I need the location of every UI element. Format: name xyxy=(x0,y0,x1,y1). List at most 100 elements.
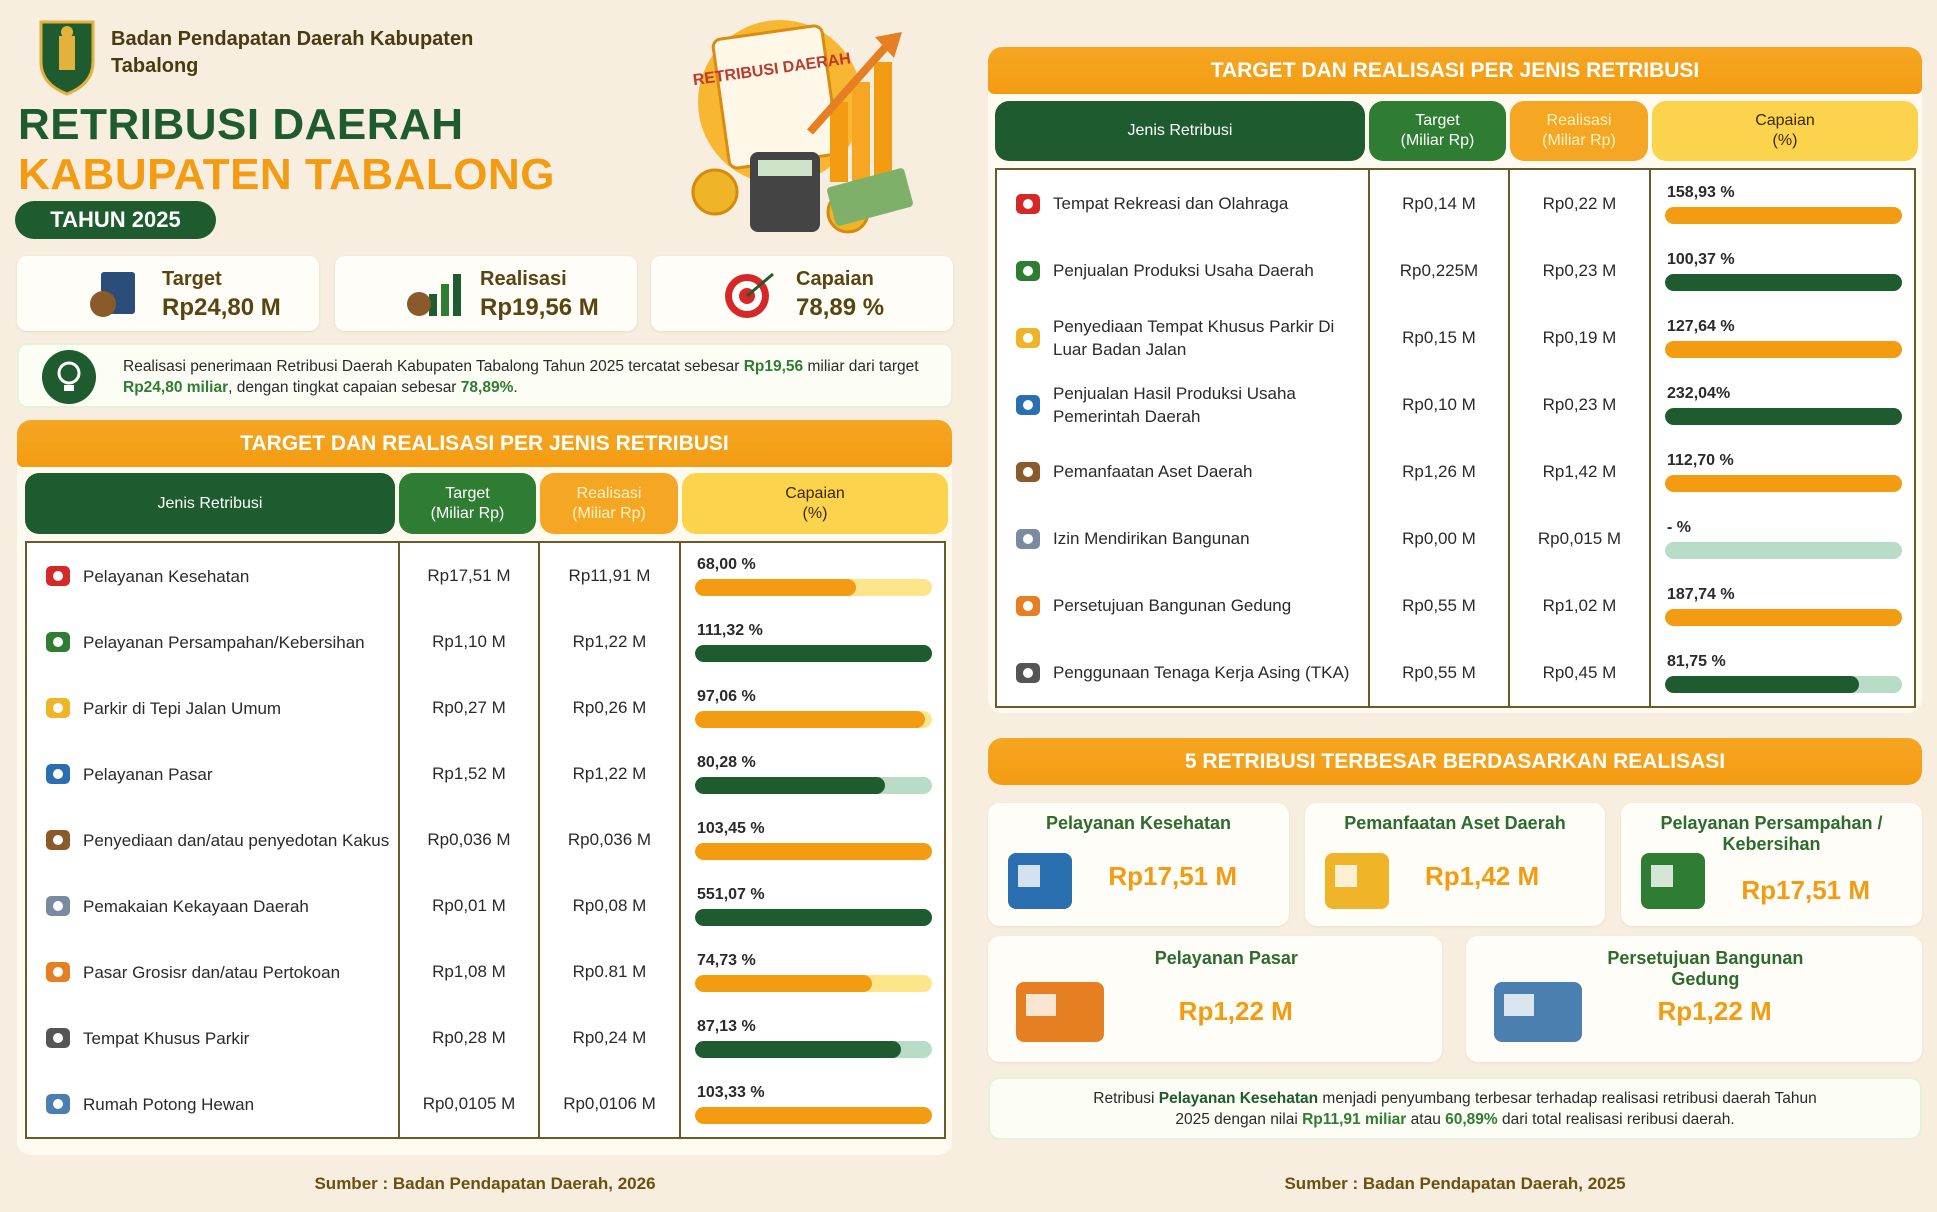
target: Rp1,52 M xyxy=(400,741,540,807)
table-title: TARGET DAN REALISASI PER JENIS RETRIBUSI xyxy=(17,420,952,467)
illustration: RETRIBUSI DAERAH xyxy=(691,20,913,234)
target: Rp0,15 M xyxy=(1370,304,1510,371)
name-cell: Penyediaan dan/atau penyedotan Kakus xyxy=(27,807,400,873)
row-icon xyxy=(43,1023,73,1053)
target: Rp0,28 M xyxy=(400,1005,540,1071)
icon xyxy=(407,274,461,316)
capaian-label: 103,45 % xyxy=(697,820,765,837)
bar-track xyxy=(1665,541,1902,559)
header-cell: Target (Miliar Rp) xyxy=(399,473,536,534)
capaian-cell: - % xyxy=(1651,505,1914,572)
top5-icon xyxy=(1488,972,1588,1053)
bar-track xyxy=(695,1041,932,1058)
bar-track xyxy=(1665,340,1902,358)
source: Sumber : Badan Pendapatan Daerah, 2026 xyxy=(314,1174,656,1193)
row-icon xyxy=(43,825,73,855)
row-name: Penggunaan Tenaga Kerja Asing (TKA) xyxy=(1053,663,1350,682)
capaian-cell: 232,04% xyxy=(1651,371,1914,438)
top5-icon xyxy=(1635,843,1711,922)
name-cell: Penjualan Hasil Produksi Usaha Pemerinta… xyxy=(997,371,1370,438)
target: Rp1,08 M xyxy=(400,939,540,1005)
summary-highlight: Rp19,56 xyxy=(743,358,804,375)
top5-icon xyxy=(1002,843,1078,922)
table-body: Tempat Rekreasi dan Olahraga Rp0,14 M Rp0,… xyxy=(995,168,1916,708)
header-cell: Realisasi (Miliar Rp) xyxy=(1510,101,1648,161)
bar xyxy=(1665,474,1902,492)
top5-icon xyxy=(1010,972,1110,1053)
row-name: Pelayanan Persampahan/Kebersihan xyxy=(83,632,365,652)
top5-name: Persetujuan Bangunan Gedung xyxy=(1607,948,1804,989)
title-line2: KABUPATEN TABALONG xyxy=(18,150,555,199)
note-highlight: Rp11,91 miliar xyxy=(1302,1111,1407,1128)
target: Rp0,225M xyxy=(1370,237,1510,304)
row-name: Rumah Potong Hewan xyxy=(83,1094,255,1114)
capaian-label: 112,70 % xyxy=(1667,451,1734,469)
bar xyxy=(695,579,857,596)
table-row: Penggunaan Tenaga Kerja Asing (TKA) Rp0,5… xyxy=(997,639,1914,706)
top5-card: Pelayanan Kesehatan Rp17,51 M xyxy=(988,803,1289,926)
row-name: Penyediaan dan/atau penyedotan Kakus xyxy=(83,830,390,850)
top5-title: 5 RETRIBUSI TERBESAR BERDASARKAN REALISA… xyxy=(988,738,1922,785)
note-text: Retribusi xyxy=(1093,1090,1159,1107)
row-icon xyxy=(43,1089,73,1119)
realisasi: Rp0,036 M xyxy=(540,807,681,873)
row-icon xyxy=(43,957,73,987)
bar-track xyxy=(695,1107,932,1124)
table-row: Parkir di Tepi Jalan Umum Rp0,27 M Rp0,26 … xyxy=(27,675,944,741)
realisasi: Rp0,22 M xyxy=(1510,170,1651,237)
capaian-cell: 80,28 % xyxy=(681,741,944,807)
table-row: Pelayanan Kesehatan Rp17,51 M Rp11,91 M 68,… xyxy=(27,543,944,609)
table-row: Izin Mendirikan Bangunan Rp0,00 M Rp0,015 … xyxy=(997,505,1914,572)
logo xyxy=(39,20,95,96)
capaian-label: 74,73 % xyxy=(697,952,756,969)
top5-icon xyxy=(1319,843,1395,922)
agency: Badan Pendapatan Daerah Kabupaten Tabalo… xyxy=(111,28,474,77)
capaian-label: 81,75 % xyxy=(1667,652,1726,670)
kpi-value: Rp24,80 M xyxy=(162,294,281,321)
realisasi: Rp0.81 M xyxy=(540,939,681,1005)
note: Retribusi Pelayanan Kesehatan menjadi pe… xyxy=(988,1077,1922,1140)
row-icon xyxy=(1013,390,1043,420)
target: Rp0,55 M xyxy=(1370,572,1510,639)
table-row: Tempat Rekreasi dan Olahraga Rp0,14 M Rp0,… xyxy=(997,170,1914,237)
name-cell: Persetujuan Bangunan Gedung xyxy=(997,572,1370,639)
top5-card: Pelayanan Pasar Rp1,22 M xyxy=(988,936,1442,1062)
target: Rp0,55 M xyxy=(1370,639,1510,706)
bar xyxy=(695,975,873,992)
capaian-label: 68,00 % xyxy=(697,556,756,573)
table-row: Pasar Grosisr dan/atau Pertokoan Rp1,08 M… xyxy=(27,939,944,1005)
capaian-label: 80,28 % xyxy=(697,754,756,771)
header-cell: Jenis Retribusi xyxy=(25,473,395,534)
row-name: Parkir di Tepi Jalan Umum xyxy=(83,698,282,718)
table-row: Penyediaan Tempat Khusus Parkir Di Luar … xyxy=(997,304,1914,371)
kpi-label: Target xyxy=(162,268,222,290)
bar-track xyxy=(695,843,932,860)
top5-value: Rp17,51 M xyxy=(1108,861,1237,891)
name-cell: Penjualan Produksi Usaha Daerah xyxy=(997,237,1370,304)
target: Rp0,036 M xyxy=(400,807,540,873)
capaian-label: 103,33 % xyxy=(697,1084,765,1101)
capaian-cell: 127,64 % xyxy=(1651,304,1914,371)
name-cell: Pemanfaatan Aset Daerah xyxy=(997,438,1370,505)
top5-name: Pelayanan Pasar xyxy=(1154,948,1298,968)
title-line1: RETRIBUSI DAERAH xyxy=(18,100,464,149)
table-row: Pemakaian Kekayaan Daerah Rp0,01 M Rp0,08 … xyxy=(27,873,944,939)
row-name: Penjualan Produksi Usaha Daerah xyxy=(1053,261,1314,280)
bar xyxy=(695,1107,932,1124)
row-icon xyxy=(43,759,73,789)
note-text: atau xyxy=(1406,1111,1446,1128)
realisasi: Rp0,23 M xyxy=(1510,371,1651,438)
name-cell: Tempat Rekreasi dan Olahraga xyxy=(997,170,1370,237)
capaian-label: 158,93 % xyxy=(1667,183,1735,201)
name-cell: Pelayanan Pasar xyxy=(27,741,400,807)
capaian-cell: 74,73 % xyxy=(681,939,944,1005)
capaian-cell: 100,37 % xyxy=(1651,237,1914,304)
top5-name: Pemanfaatan Aset Daerah xyxy=(1344,813,1566,833)
header-cell: Capaian (%) xyxy=(1652,101,1918,161)
bar xyxy=(1665,675,1859,693)
row-icon xyxy=(43,693,73,723)
name-cell: Parkir di Tepi Jalan Umum xyxy=(27,675,400,741)
target: Rp1,10 M xyxy=(400,609,540,675)
target: Rp1,26 M xyxy=(1370,438,1510,505)
table-title: TARGET DAN REALISASI PER JENIS RETRIBUSI xyxy=(988,47,1922,94)
